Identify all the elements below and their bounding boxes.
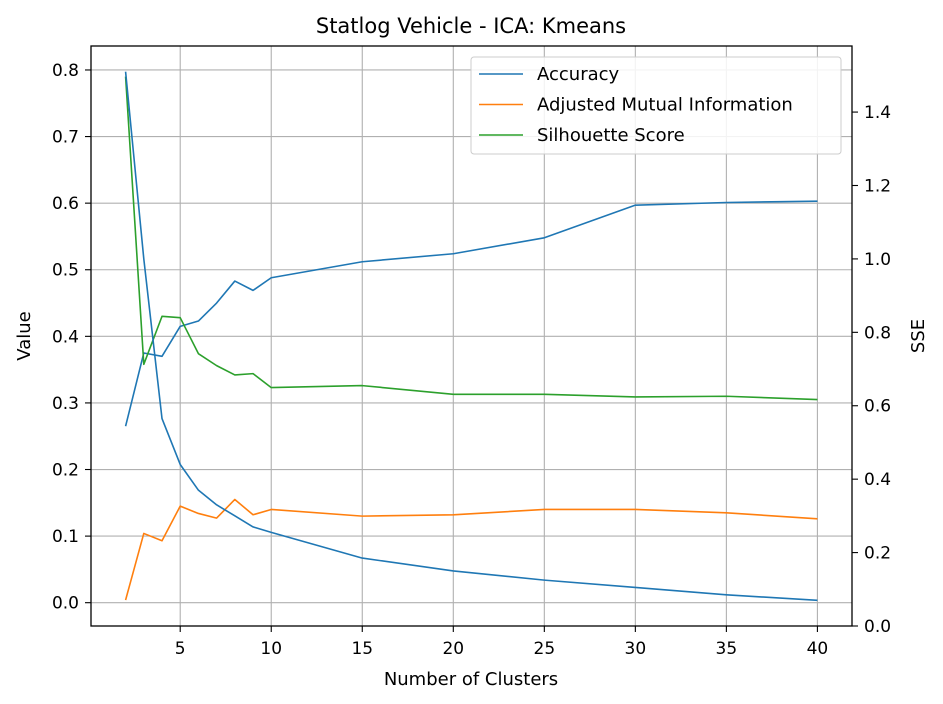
x-axis: 5 10 15 20 25 30 35 40 [175, 626, 828, 659]
y-tick-label: 0.7 [52, 128, 79, 148]
legend-label: Adjusted Mutual Information [537, 95, 793, 116]
series-lines [124, 71, 818, 602]
y2-tick-label: 1.0 [864, 250, 891, 270]
y-tick-label: 0.8 [52, 61, 79, 81]
x-tick-label: 15 [351, 639, 373, 659]
y-tick-label: 0.2 [52, 461, 79, 481]
y2-tick-label: 1.2 [864, 176, 891, 196]
x-tick-label: 20 [442, 639, 464, 659]
y2-tick-label: 0.6 [864, 397, 891, 417]
y-tick-label: 0.0 [52, 594, 79, 614]
x-tick-label: 10 [260, 639, 282, 659]
x-tick-label: 40 [807, 639, 829, 659]
legend-box [470, 56, 842, 155]
y2-axis-label: SSE [908, 319, 929, 353]
x-tick-label: 25 [534, 639, 556, 659]
series-line-sse [124, 71, 818, 602]
series-line-silhouette-score [124, 76, 818, 401]
y-axis-right: 0.0 0.2 0.4 0.6 0.8 1.0 1.2 1.4 [852, 103, 891, 637]
legend-label: Accuracy [537, 64, 620, 85]
y-axis-label: Value [14, 311, 35, 360]
y2-tick-label: 0.0 [864, 617, 891, 637]
y-axis-left: 0.0 0.1 0.2 0.3 0.4 0.5 0.6 0.7 0.8 [52, 61, 91, 614]
x-tick-label: 35 [716, 639, 738, 659]
x-tick-label: 30 [625, 639, 647, 659]
y2-tick-label: 0.4 [864, 470, 891, 490]
y-tick-label: 0.4 [52, 327, 79, 347]
x-tick-label: 5 [175, 639, 186, 659]
y2-tick-label: 0.2 [864, 544, 891, 564]
chart-title: Statlog Vehicle - ICA: Kmeans [316, 14, 626, 38]
y-tick-label: 0.1 [52, 527, 79, 547]
y2-tick-label: 1.4 [864, 103, 891, 123]
series-line-accuracy [124, 200, 818, 427]
series-line-adjusted-mutual-information [124, 498, 818, 601]
legend-label: Silhouette Score [537, 125, 685, 146]
x-axis-label: Number of Clusters [384, 669, 558, 690]
y-tick-label: 0.6 [52, 194, 79, 214]
legend: Accuracy Adjusted Mutual Information Silho… [470, 56, 842, 155]
y-tick-label: 0.3 [52, 394, 79, 414]
y-tick-label: 0.5 [52, 261, 79, 281]
y2-tick-label: 0.8 [864, 323, 891, 343]
